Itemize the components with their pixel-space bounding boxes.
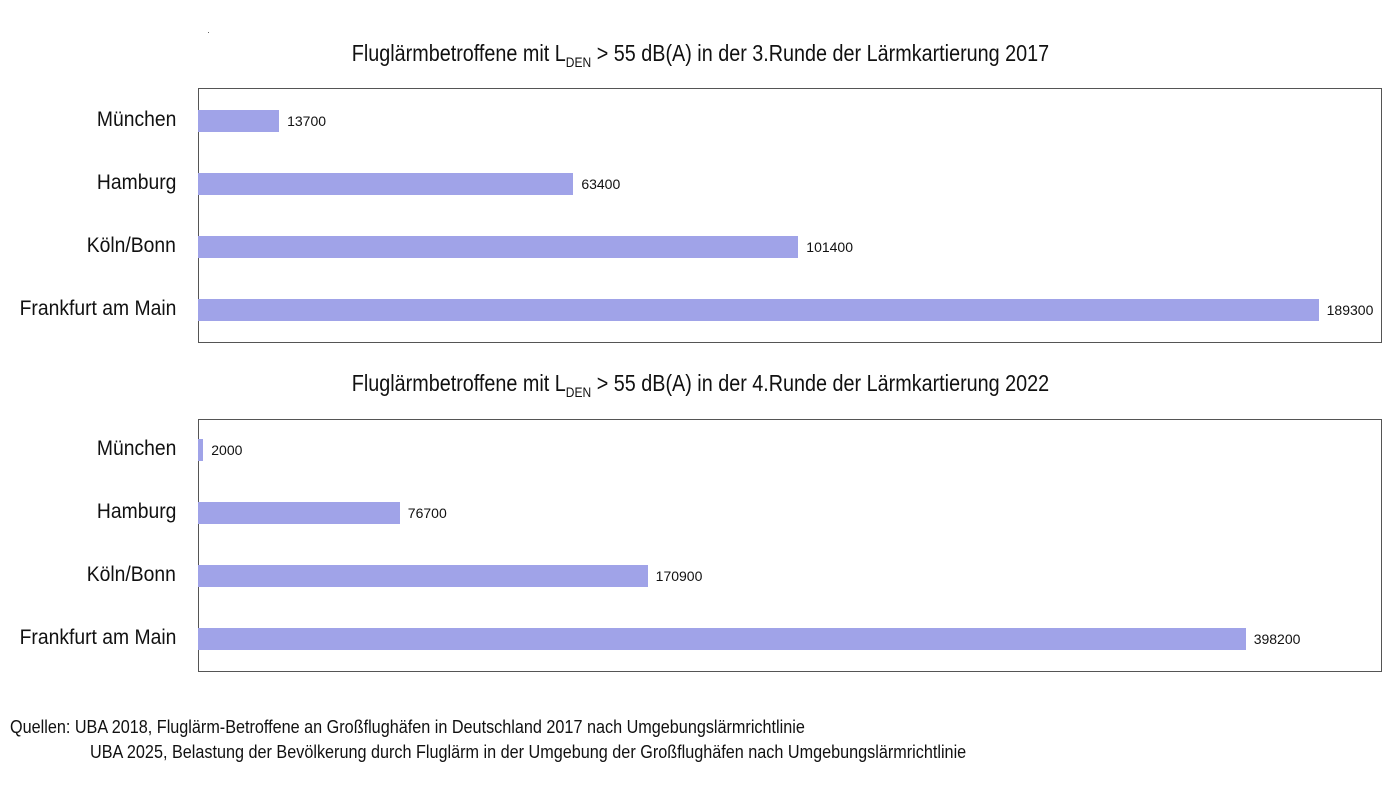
bar-1-1 bbox=[198, 502, 400, 524]
title-subscript: DEN bbox=[565, 54, 591, 70]
title-text: Fluglärmbetroffene mit L bbox=[351, 370, 566, 396]
category-label: Frankfurt am Main bbox=[19, 297, 176, 320]
bar-1-0 bbox=[198, 439, 204, 461]
stray-dot bbox=[208, 32, 209, 33]
sources-line-2: UBA 2025, Belastung der Bevölkerung durc… bbox=[90, 742, 967, 762]
bar-1-3 bbox=[198, 628, 1246, 650]
category-label: Hamburg bbox=[96, 171, 176, 194]
bar-0-0 bbox=[198, 110, 280, 132]
chart-1-title: Fluglärmbetroffene mit LDEN > 55 dB(A) i… bbox=[0, 40, 1400, 70]
category-label: Köln/Bonn bbox=[86, 563, 176, 586]
data-label: 2000 bbox=[211, 442, 243, 458]
chart-1-plot-area bbox=[198, 88, 1382, 343]
data-label: 398200 bbox=[1253, 631, 1301, 647]
category-label: Hamburg bbox=[96, 500, 176, 523]
bar-0-2 bbox=[198, 236, 799, 258]
title-text: > 55 dB(A) in der 4.Runde der Lärmkartie… bbox=[590, 370, 1049, 396]
sources-line-1: Quellen: UBA 2018, Fluglärm-Betroffene a… bbox=[10, 717, 805, 737]
title-subscript: DEN bbox=[565, 384, 591, 400]
category-label: München bbox=[96, 108, 176, 131]
data-label: 101400 bbox=[806, 239, 853, 255]
data-label: 189300 bbox=[1326, 302, 1374, 318]
bar-1-2 bbox=[198, 565, 648, 587]
category-label: Köln/Bonn bbox=[86, 234, 176, 257]
category-label: München bbox=[96, 437, 176, 460]
bar-0-3 bbox=[198, 299, 1319, 321]
category-label: Frankfurt am Main bbox=[19, 626, 176, 649]
data-label: 170900 bbox=[655, 568, 703, 584]
data-label: 63400 bbox=[581, 176, 621, 192]
title-text: > 55 dB(A) in der 3.Runde der Lärmkartie… bbox=[590, 40, 1049, 66]
title-text: Fluglärmbetroffene mit L bbox=[351, 40, 566, 66]
chart-2-title: Fluglärmbetroffene mit LDEN > 55 dB(A) i… bbox=[0, 370, 1400, 400]
data-label: 13700 bbox=[287, 113, 327, 129]
data-label: 76700 bbox=[407, 505, 447, 521]
bar-0-1 bbox=[198, 173, 574, 195]
chart-2-plot-area bbox=[198, 419, 1382, 672]
